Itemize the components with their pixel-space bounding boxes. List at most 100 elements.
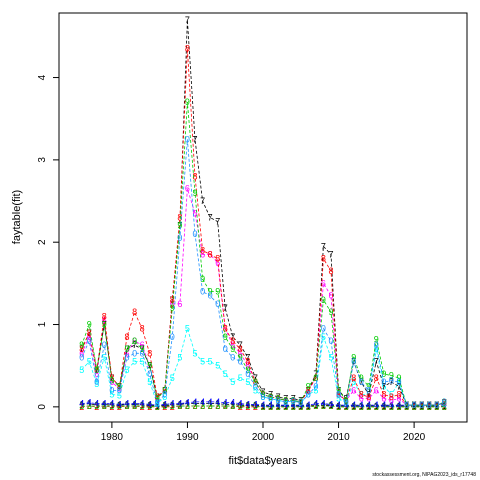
point-6-1989: 6 [177, 299, 182, 309]
point-8-2006: 8 [306, 385, 311, 395]
point-3-1979: 3 [102, 401, 107, 411]
point-9-1989: 9 [177, 221, 182, 231]
point-2-1998: 2 [245, 402, 250, 412]
point-7-2016: 7 [381, 381, 386, 391]
point-4-2008: 4 [321, 399, 326, 409]
point-0-1992: 0 [200, 287, 205, 297]
point-9-1996: 9 [230, 344, 235, 354]
point-7-2005: 7 [298, 395, 303, 405]
point-6-2014: 6 [366, 394, 371, 404]
point-9-2012: 9 [351, 353, 356, 363]
point-4-1999: 4 [253, 399, 258, 409]
point-1-1998: 1 [245, 400, 250, 410]
point-8-1984: 8 [140, 324, 145, 334]
point-4-1983: 4 [132, 399, 137, 409]
point-4-1981: 4 [117, 399, 122, 409]
point-1-2018: 1 [396, 401, 401, 411]
point-3-1984: 3 [140, 401, 145, 411]
point-5-1983: 5 [132, 357, 137, 367]
point-2-2009: 2 [328, 401, 333, 411]
point-3-2009: 3 [328, 401, 333, 411]
point-0-1989: 0 [177, 233, 182, 243]
point-7-2009: 7 [328, 250, 333, 260]
point-0-2001: 0 [268, 394, 273, 404]
point-1-2019: 1 [404, 401, 409, 411]
point-6-1988: 6 [170, 299, 175, 309]
point-7-1981: 7 [117, 381, 122, 391]
point-4-1979: 4 [102, 399, 107, 409]
point-9-1981: 9 [117, 381, 122, 391]
point-9-2011: 9 [344, 395, 349, 405]
point-8-1997: 8 [238, 344, 243, 354]
point-0-2018: 0 [396, 377, 401, 387]
point-7-1989: 7 [177, 221, 182, 231]
point-6-2012: 6 [351, 385, 356, 395]
point-4-2015: 4 [374, 400, 379, 410]
point-9-2018: 9 [396, 373, 401, 383]
point-3-2008: 3 [321, 401, 326, 411]
point-0-2003: 0 [283, 397, 288, 407]
point-4-1978: 4 [94, 399, 99, 409]
point-7-1996: 7 [230, 332, 235, 342]
point-3-2024: 3 [442, 402, 447, 412]
point-7-2017: 7 [389, 377, 394, 387]
point-2-2007: 2 [313, 401, 318, 411]
point-6-1995: 6 [223, 324, 228, 334]
point-0-1976: 0 [79, 353, 84, 363]
point-1-1978: 1 [94, 400, 99, 410]
point-8-1979: 8 [102, 311, 107, 321]
point-9-1987: 9 [162, 385, 167, 395]
point-0-2015: 0 [374, 340, 379, 350]
point-7-2014: 7 [366, 390, 371, 400]
point-5-2007: 5 [313, 385, 318, 395]
point-9-1997: 9 [238, 353, 243, 363]
point-8-1989: 8 [177, 213, 182, 223]
point-3-2011: 3 [344, 402, 349, 412]
point-2-2003: 2 [283, 402, 288, 412]
point-7-1985: 7 [147, 361, 152, 371]
y-tick-label-1: 1 [37, 321, 48, 327]
point-4-1991: 4 [192, 397, 197, 407]
point-7-1983: 7 [132, 340, 137, 350]
point-0-2024: 0 [442, 397, 447, 407]
point-1-1999: 1 [253, 400, 258, 410]
series-line-7 [81, 19, 445, 406]
point-5-2003: 5 [283, 397, 288, 407]
point-2-1995: 2 [223, 401, 228, 411]
point-6-1977: 6 [87, 332, 92, 342]
point-1-2020: 1 [412, 401, 417, 411]
point-5-2001: 5 [268, 394, 273, 404]
point-2-1999: 2 [253, 402, 258, 412]
y-tick-label-4: 4 [37, 74, 48, 80]
point-1-2016: 1 [381, 401, 386, 411]
point-2-2017: 2 [389, 402, 394, 412]
point-4-2016: 4 [381, 400, 386, 410]
point-7-2001: 7 [268, 390, 273, 400]
point-7-1993: 7 [208, 213, 213, 223]
point-3-2000: 3 [260, 402, 265, 412]
point-0-1978: 0 [94, 377, 99, 387]
point-0-1987: 0 [162, 390, 167, 400]
point-1-2011: 1 [344, 401, 349, 411]
point-7-2003: 7 [283, 394, 288, 404]
point-3-2016: 3 [381, 402, 386, 412]
point-5-1998: 5 [245, 377, 250, 387]
point-9-1988: 9 [170, 303, 175, 313]
point-2-1993: 2 [208, 401, 213, 411]
point-7-2015: 7 [374, 357, 379, 367]
point-9-2000: 9 [260, 390, 265, 400]
point-9-1998: 9 [245, 365, 250, 375]
point-9-2002: 9 [276, 394, 281, 404]
plot-frame [58, 12, 468, 423]
point-5-2010: 5 [336, 394, 341, 404]
point-1-2007: 1 [313, 400, 318, 410]
point-0-2006: 0 [306, 390, 311, 400]
point-3-2004: 3 [291, 402, 296, 412]
point-8-1976: 8 [79, 344, 84, 354]
point-0-1996: 0 [230, 353, 235, 363]
point-8-2010: 8 [336, 390, 341, 400]
point-3-2023: 3 [434, 402, 439, 412]
point-7-1991: 7 [192, 134, 197, 144]
